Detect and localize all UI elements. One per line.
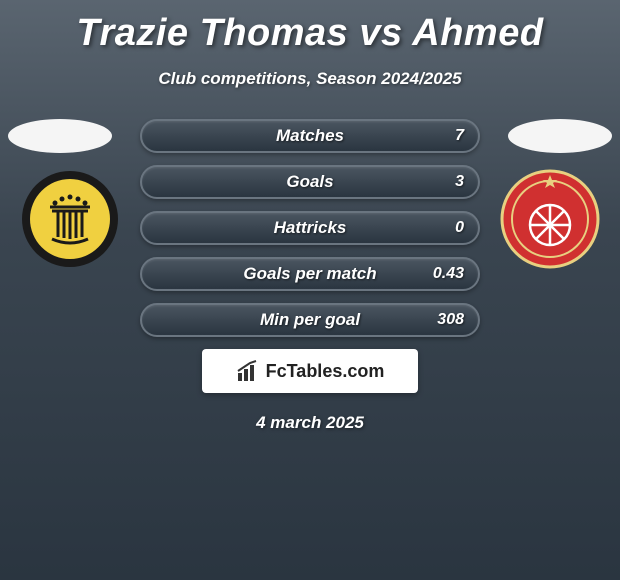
stat-row: Matches 7 [140, 119, 480, 153]
stat-row: Goals 3 [140, 165, 480, 199]
subtitle: Club competitions, Season 2024/2025 [0, 69, 620, 89]
stat-right-value: 3 [455, 173, 464, 191]
team-badge-left [20, 169, 120, 269]
comparison-panel: Matches 7 Goals 3 Hattricks 0 Goals per … [0, 119, 620, 433]
stat-right-value: 308 [437, 311, 464, 329]
stat-right-value: 0 [455, 219, 464, 237]
stat-row: Hattricks 0 [140, 211, 480, 245]
stat-label: Matches [276, 126, 344, 146]
stat-row: Min per goal 308 [140, 303, 480, 337]
stat-right-value: 0.43 [433, 265, 464, 283]
hapoel-icon [500, 169, 600, 269]
stat-label: Goals [286, 172, 333, 192]
stat-label: Min per goal [260, 310, 360, 330]
stat-label: Goals per match [243, 264, 376, 284]
watermark-text: FcTables.com [266, 361, 385, 382]
comparison-date: 4 march 2025 [0, 413, 620, 433]
page-title: Trazie Thomas vs Ahmed [0, 0, 620, 55]
player-right-ellipse [508, 119, 612, 153]
team-badge-right [500, 169, 600, 269]
chart-icon [236, 359, 260, 383]
watermark[interactable]: FcTables.com [202, 349, 418, 393]
stat-label: Hattricks [274, 218, 347, 238]
stats-list: Matches 7 Goals 3 Hattricks 0 Goals per … [140, 119, 480, 337]
stat-right-value: 7 [455, 127, 464, 145]
stat-row: Goals per match 0.43 [140, 257, 480, 291]
player-left-ellipse [8, 119, 112, 153]
beitar-icon [20, 169, 120, 269]
